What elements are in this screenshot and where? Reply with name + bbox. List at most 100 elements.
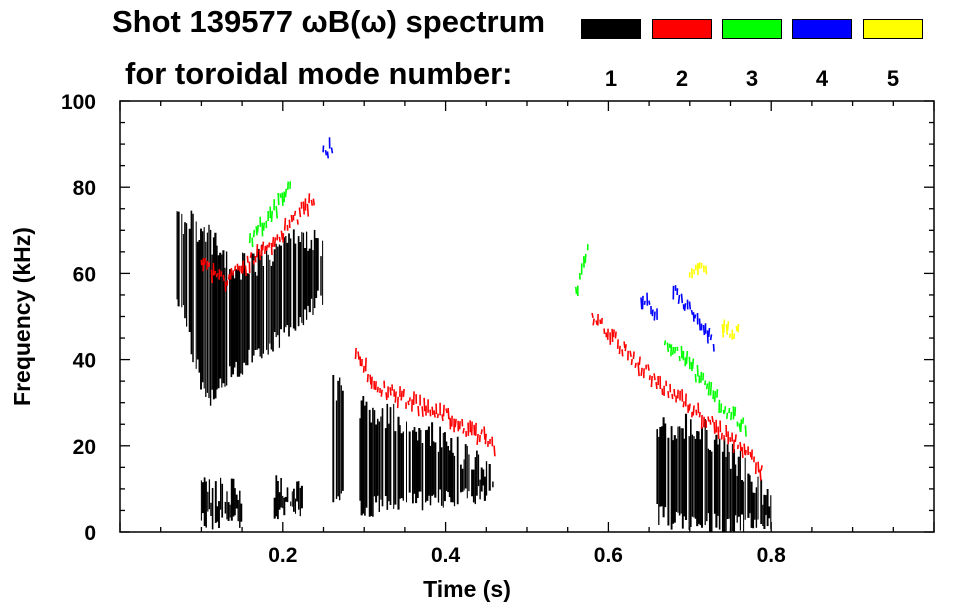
mode-track-n=2-t0 [246,255,249,263]
mode-track-n=3-t0 [284,188,287,198]
mode-track-n=4-t1 [688,301,692,310]
mode-track-n=5-t1 [728,333,732,339]
mode-track-n=2-t0 [241,260,245,274]
mode-track-n=2-t2 [720,432,723,440]
mode-track-n=4-t1 [706,330,709,344]
spectrogram-marks [176,137,772,532]
mode-track-n=2-t0 [252,260,255,265]
mode-track-n=3-t2 [668,343,671,349]
mode-track-n=2-t2 [638,356,641,366]
mode-track-n=2-t0 [306,203,310,217]
mode-track-n=2-t2 [624,344,627,352]
mode-track-n=2-t2 [630,358,633,366]
mode-track-n=4-t1 [707,327,711,337]
mode-track-n=3-t0 [277,192,280,206]
mode-track-n=2-t0 [283,218,287,231]
mode-track-n=2-t2 [591,312,594,318]
mode-track-n=4-t2 [648,300,651,305]
mode-track-n=3-t0 [256,225,259,233]
mode-track-n=2-t2 [682,401,685,408]
mode-track-n=3-t0 [281,192,284,206]
mode-track-n=2-t1 [483,426,486,440]
legend-label-mode-2: 2 [675,66,689,91]
mode-track-n=2-t1 [445,408,448,414]
mode-track-n=2-t0 [227,273,231,280]
mode-track-n=2-t1 [408,397,411,402]
mode-track-n=2-t2 [739,442,742,452]
mode-track-n=2-t2 [673,388,676,397]
mode-track-n=2-t2 [709,419,712,425]
mode-track-n=2-t2 [618,345,621,355]
mode-track-n=2-t2 [640,367,643,376]
mode-track-n=2-t1 [433,410,436,418]
mode-track-n=2-t0 [298,207,302,218]
mode-track-n=5-t0 [693,269,696,275]
mode-track-n=2-t0 [264,245,267,254]
mode-track-n=3-t2 [713,391,717,403]
mode-track-n=2-t0 [280,230,284,240]
mode-track-n=3-t2 [720,403,723,413]
mode-track-n=2-t0 [234,265,237,271]
mode-track-n=2-t1 [357,351,360,360]
mode-track-n=4-t1 [680,293,684,304]
mode-track-n=2-t1 [493,445,496,457]
mode-track-n=2-t1 [370,376,373,389]
mode-track-n=2-t1 [431,406,434,416]
mode-track-n=3-t2 [688,356,691,370]
mode-track-n=4-t1 [694,314,697,319]
mode-track-n=2-t1 [364,357,367,372]
mode-track-n=2-t2 [629,350,632,358]
mode-track-n=5-t1 [735,325,738,332]
mode-track-n=3-t0 [270,210,273,223]
mode-track-n=2-t1 [442,404,445,417]
mode-track-n=2-t1 [429,409,432,417]
mode-track-n=3-t2 [694,373,697,383]
mode-track-n=2-t0 [256,244,259,258]
mode-track-n=2-t1 [447,407,450,420]
y-tick-label: 0 [84,522,96,545]
mode-track-n=2-t0 [293,210,297,216]
mode-track-n=3-t2 [670,344,673,357]
mode-track-n=4-t2 [641,295,644,310]
x-tick-label: 0.4 [431,544,461,567]
mode-track-n=2-t0 [229,268,233,280]
mode-track-n=2-t2 [671,393,674,400]
mode-track-n=3-t2 [700,371,703,383]
mode-track-n=2-t2 [650,375,653,388]
mode-track-n=2-t0 [312,198,315,206]
mode-track-n=2-t2 [749,451,752,458]
mode-track-n=2-t1 [462,427,465,434]
mode-track-n=2-t2 [661,388,664,396]
mode-track-n=2-t1 [421,406,424,417]
mode-track-n=2-t1 [476,433,479,445]
axis-tick-labels: 0.2 0.4 0.6 0.8 0 20 40 60 80 100 [61,91,786,567]
mode-track-n=2-t2 [707,416,710,422]
mode-track-n=2-t1 [362,365,365,373]
mode-track-n=2-t1 [369,374,372,385]
mode-track-n=3-t2 [709,381,713,396]
mode-track-n=2-t2 [647,364,650,371]
mode-track-n=2-t2 [688,403,691,411]
legend-swatch-mode-3 [722,19,782,39]
mode-track-n=3-t2 [704,380,707,386]
mode-track-n=2-t1 [389,387,392,396]
mode-track-n=2-t2 [595,320,598,325]
x-tick-label: 0.6 [594,544,623,567]
mode-track-n=2-t0 [271,236,275,248]
mode-track-n=4-t2 [643,300,646,305]
mode-track-n=2-t0 [261,241,265,251]
mode-track-n=4-t1 [709,334,713,341]
mode-track-n=2-t2 [692,405,695,416]
y-tick-label: 80 [73,177,96,200]
chart-title-line-2: for toroidal mode number: [125,56,513,91]
mode-track-n=2-t1 [394,391,397,403]
legend-swatch-mode-1 [581,19,641,39]
x-axis-label: Time (s) [423,576,511,602]
mode-track-n=2-t2 [634,362,637,368]
mode-track-n=3-t2 [707,381,711,396]
mode-track-n=3-t0 [255,226,258,236]
mode-track-n=2-t1 [380,389,383,397]
mode-track-n=2-t1 [385,392,388,401]
mode-track-n=3-t2 [666,342,670,353]
